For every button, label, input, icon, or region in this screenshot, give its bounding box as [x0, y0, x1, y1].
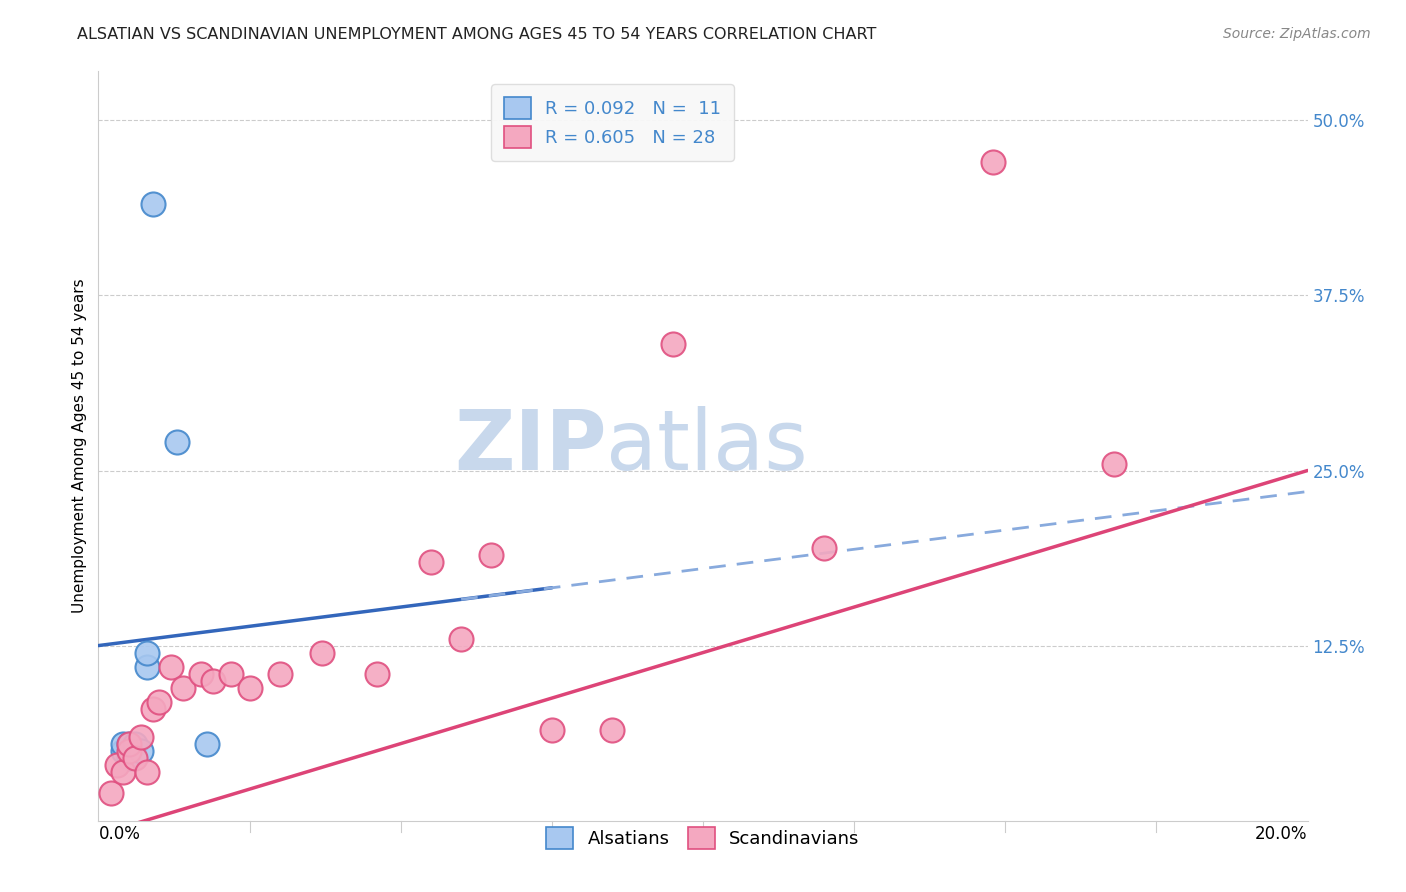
- Point: [100, 786, 122, 800]
- Point: [124, 737, 146, 751]
- Point: [142, 701, 165, 715]
- Point: [239, 681, 262, 695]
- Point: [118, 750, 141, 764]
- Point: [129, 743, 152, 757]
- Y-axis label: Unemployment Among Ages 45 to 54 years: Unemployment Among Ages 45 to 54 years: [72, 278, 87, 614]
- Point: [142, 197, 165, 211]
- Point: [111, 737, 134, 751]
- Point: [269, 666, 291, 681]
- Point: [813, 541, 835, 555]
- Point: [148, 695, 170, 709]
- Point: [118, 737, 141, 751]
- Point: [135, 646, 157, 660]
- Point: [190, 666, 212, 681]
- Text: ZIP: ZIP: [454, 406, 606, 486]
- Text: 20.0%: 20.0%: [1256, 825, 1308, 843]
- Point: [129, 730, 152, 744]
- Point: [981, 155, 1004, 169]
- Point: [172, 681, 194, 695]
- Point: [366, 666, 388, 681]
- Point: [311, 646, 333, 660]
- Point: [540, 723, 562, 737]
- Point: [111, 764, 134, 779]
- Point: [195, 737, 218, 751]
- Point: [124, 750, 146, 764]
- Point: [111, 743, 134, 757]
- Point: [661, 337, 683, 351]
- Point: [481, 548, 503, 562]
- Point: [160, 659, 183, 673]
- Point: [221, 666, 243, 681]
- Point: [166, 435, 188, 450]
- Point: [450, 632, 472, 646]
- Point: [602, 723, 624, 737]
- Point: [118, 737, 141, 751]
- Text: 0.0%: 0.0%: [98, 825, 141, 843]
- Point: [420, 555, 443, 569]
- Point: [118, 743, 141, 757]
- Point: [1102, 457, 1125, 471]
- Text: atlas: atlas: [606, 406, 808, 486]
- Point: [202, 673, 225, 688]
- Text: Source: ZipAtlas.com: Source: ZipAtlas.com: [1223, 27, 1371, 41]
- Point: [135, 659, 157, 673]
- Point: [135, 764, 157, 779]
- Point: [105, 757, 128, 772]
- Legend: Alsatians, Scandinavians: Alsatians, Scandinavians: [538, 820, 868, 856]
- Text: ALSATIAN VS SCANDINAVIAN UNEMPLOYMENT AMONG AGES 45 TO 54 YEARS CORRELATION CHAR: ALSATIAN VS SCANDINAVIAN UNEMPLOYMENT AM…: [77, 27, 877, 42]
